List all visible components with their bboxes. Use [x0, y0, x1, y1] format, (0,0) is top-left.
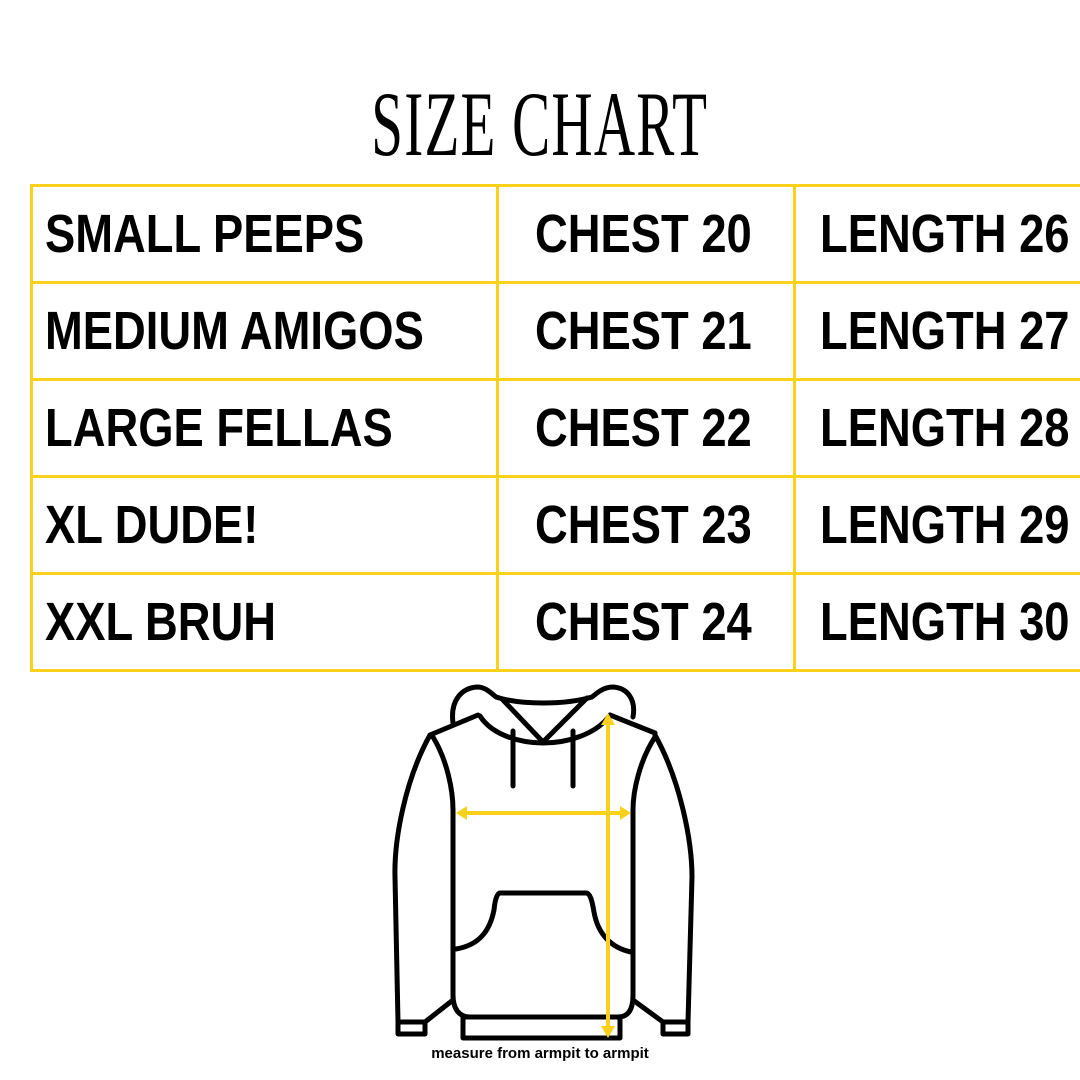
size-cell: XL DUDE! — [30, 475, 499, 575]
chest-cell-text: CHEST 23 — [534, 495, 752, 555]
length-cell-text: LENGTH 30 — [820, 592, 1070, 652]
title-text: SIZE CHART — [371, 73, 709, 175]
body — [430, 734, 658, 1020]
left-sleeve — [392, 732, 456, 1025]
chest-cell-text: CHEST 21 — [534, 301, 752, 361]
size-cell-text: XL DUDE! — [45, 495, 259, 555]
length-cell-text: LENGTH 26 — [820, 204, 1070, 264]
table-row: MEDIUM AMIGOS CHEST 21 LENGTH 27 — [30, 281, 1080, 381]
length-cell: LENGTH 26 — [793, 184, 1080, 284]
right-sleeve — [630, 732, 695, 1025]
table-row: XL DUDE! CHEST 23 LENGTH 29 — [30, 475, 1080, 575]
measure-caption: measure from armpit to armpit — [431, 1045, 649, 1062]
waistband — [460, 1014, 623, 1041]
size-cell: XXL BRUH — [30, 572, 499, 672]
length-cell-text: LENGTH 29 — [820, 495, 1070, 555]
pocket — [453, 890, 634, 955]
chest-cell: CHEST 23 — [495, 475, 797, 575]
chest-cell: CHEST 24 — [495, 572, 797, 672]
size-cell-text: LARGE FELLAS — [45, 398, 393, 458]
chest-cell-text: CHEST 22 — [534, 398, 752, 458]
chest-cell: CHEST 21 — [495, 281, 797, 381]
table-row: LARGE FELLAS CHEST 22 LENGTH 28 — [30, 378, 1080, 478]
chest-cell: CHEST 20 — [495, 184, 797, 284]
hood-outline — [450, 684, 637, 726]
length-cell-text: LENGTH 27 — [820, 301, 1070, 361]
table-row: SMALL PEEPS CHEST 20 LENGTH 26 — [30, 184, 1080, 284]
v-neck — [500, 695, 590, 745]
length-cell: LENGTH 28 — [793, 378, 1080, 478]
table-row: XXL BRUH CHEST 24 LENGTH 30 — [30, 572, 1080, 672]
length-cell: LENGTH 27 — [793, 281, 1080, 381]
size-cell-text: SMALL PEEPS — [45, 204, 365, 264]
page-title: SIZE CHART — [0, 78, 1080, 170]
size-cell-text: MEDIUM AMIGOS — [45, 301, 424, 361]
size-cell: LARGE FELLAS — [30, 378, 499, 478]
chest-cell-text: CHEST 20 — [534, 204, 752, 264]
size-cell: SMALL PEEPS — [30, 184, 499, 284]
chest-cell-text: CHEST 24 — [534, 592, 752, 652]
size-cell: MEDIUM AMIGOS — [30, 281, 499, 381]
length-cell: LENGTH 29 — [793, 475, 1080, 575]
size-cell-text: XXL BRUH — [45, 592, 277, 652]
chest-cell: CHEST 22 — [495, 378, 797, 478]
size-table: SMALL PEEPS CHEST 20 LENGTH 26 MEDIUM AMIGO… — [30, 184, 1080, 672]
length-cell-text: LENGTH 28 — [820, 398, 1070, 458]
length-cell: LENGTH 30 — [793, 572, 1080, 672]
